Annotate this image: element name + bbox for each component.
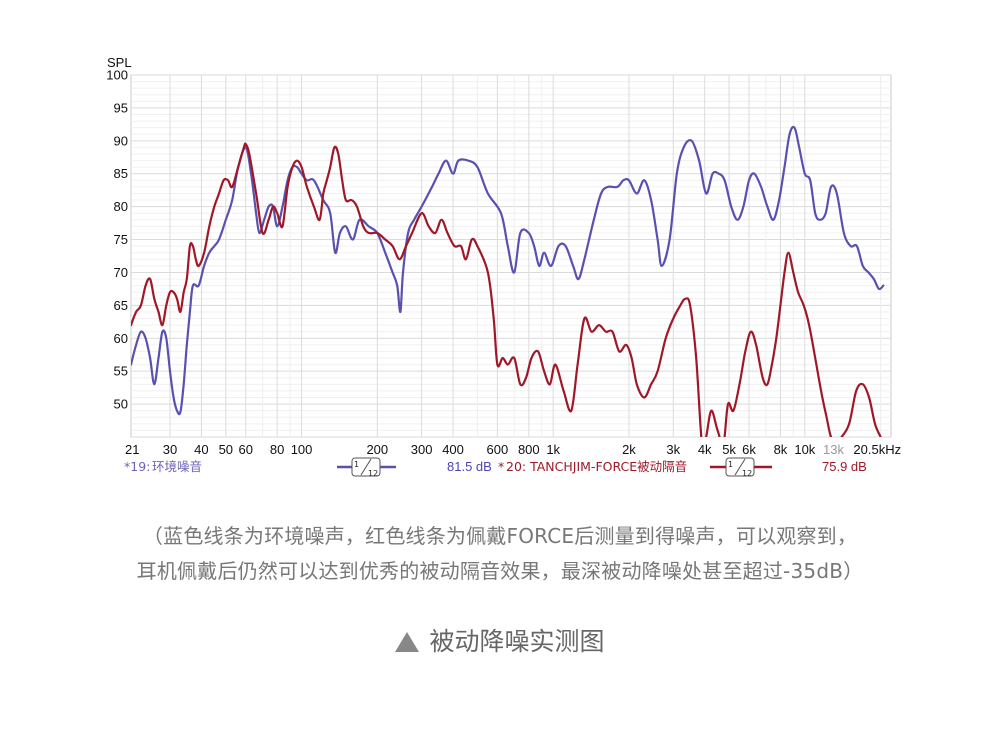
x-tick-label: 100 (291, 442, 313, 457)
x-tick-label: 4k (698, 442, 712, 457)
y-tick-label: 50 (114, 397, 128, 412)
x-tick-label: 300 (411, 442, 433, 457)
x-tick-label: 60 (238, 442, 252, 457)
legend-entry-red[interactable]: * 20: TANCHJIM-FORCE被动隔音 1 12 75.9 dB (498, 457, 867, 478)
legend: *19: 环境噪音 1 12 81.5 dB * 20: TANCHJIM-FO… (124, 457, 867, 478)
x-tick-label: 30 (163, 442, 177, 457)
figure-title: 被动降噪实测图 (429, 627, 605, 656)
x-tick-label: 21 (125, 442, 139, 457)
legend-entry-blue[interactable]: *19: 环境噪音 1 12 81.5 dB (124, 457, 492, 478)
caption-line-1: （蓝色线条为环境噪声，红色线条为佩戴FORCE后测量到得噪声，可以观察到， (142, 524, 858, 548)
x-tick-label: 2k (622, 442, 636, 457)
legend-blue-smoothing-den: 12 (368, 469, 378, 478)
legend-blue-name: 环境噪音 (152, 459, 202, 474)
y-tick-labels: 50 55 60 65 70 75 80 85 90 95 100 (106, 68, 128, 412)
y-tick-label: 55 (114, 364, 128, 379)
x-tick-label: 40 (194, 442, 208, 457)
x-tick-label: 400 (442, 442, 464, 457)
legend-blue-level: 81.5 dB (447, 459, 492, 474)
legend-red-name: 20: TANCHJIM-FORCE被动隔音 (506, 459, 687, 474)
legend-red-smoothing-num: 1 (728, 460, 733, 469)
figure-title-row: 被动降噪实测图 (0, 622, 1000, 658)
x-tick-label: 8k (774, 442, 788, 457)
series-line-force (131, 142, 882, 437)
legend-blue-smoothing-slash (360, 458, 372, 476)
x-tick-label: 6k (742, 442, 756, 457)
legend-blue-smoothing-num: 1 (354, 460, 359, 469)
x-tick-label: 80 (270, 442, 284, 457)
y-tick-label: 85 (114, 166, 128, 181)
x-tick-label: 600 (487, 442, 509, 457)
x-tick-label: 3k (666, 442, 680, 457)
legend-blue-prefix: *19: (124, 459, 150, 474)
legend-red-level: 75.9 dB (822, 459, 867, 474)
legend-red-smoothing-slash (734, 458, 746, 476)
x-tick-label: 5k (722, 442, 736, 457)
y-tick-label: 80 (114, 199, 128, 214)
series-layer (131, 125, 885, 437)
y-tick-label: 75 (114, 232, 128, 247)
y-tick-label: 60 (114, 331, 128, 346)
y-tick-label: 100 (106, 68, 128, 83)
series-line-ambient (131, 125, 885, 416)
x-tick-label: 1k (546, 442, 560, 457)
y-tick-label: 70 (114, 265, 128, 280)
plot-area (130, 74, 892, 438)
y-axis-label: SPL (107, 55, 132, 70)
y-tick-label: 90 (114, 133, 128, 148)
x-tick-label: 13k (823, 442, 844, 457)
x-tick-labels: 21 30 40 50 60 80 100 200 300 400 600 800 1k 2k 3k 4k 5k… (125, 442, 901, 457)
legend-red-smoothing-den: 12 (742, 469, 752, 478)
y-tick-label: 65 (114, 298, 128, 313)
legend-red-prefix: * (498, 459, 504, 474)
x-tick-label: 200 (366, 442, 388, 457)
x-tick-label: 10k (794, 442, 815, 457)
x-tick-label: 50 (219, 442, 233, 457)
y-tick-label: 95 (114, 100, 128, 115)
x-tick-label: 20.5kHz (853, 442, 901, 457)
caption-line-2: 耳机佩戴后仍然可以达到优秀的被动隔音效果，最深被动降噪处甚至超过-35dB） (136, 559, 864, 583)
x-tick-label: 800 (518, 442, 540, 457)
triangle-up-icon (395, 632, 420, 652)
